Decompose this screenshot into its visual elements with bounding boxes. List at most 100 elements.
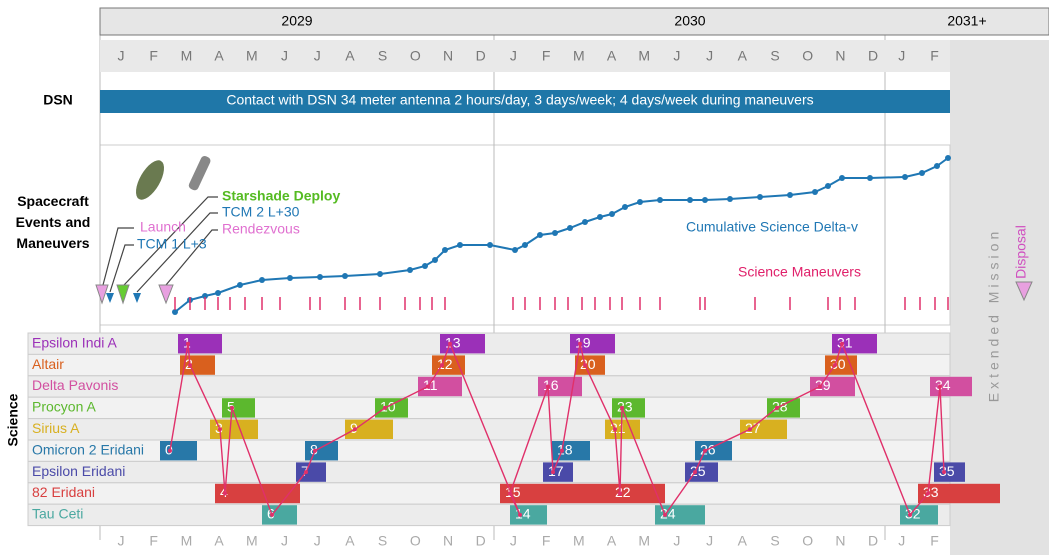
delta-v-point [287,275,293,281]
delta-v-point [702,197,708,203]
science-row [27,353,951,377]
tcm2-label: TCM 2 L+30 [222,204,300,220]
observation-block [575,355,605,375]
delta-v-point [582,219,588,225]
science-row [27,396,951,420]
slew-point [313,448,317,453]
delta-v-point [839,175,845,181]
slew-point [560,448,564,453]
observation-block [345,419,393,439]
slew-point [223,491,227,496]
month-label: O [410,48,421,64]
target-label: Tau Ceti [32,506,83,522]
month-label: J [281,48,288,64]
delta-v-point [919,170,925,176]
delta-v-point [487,242,493,248]
delta-v-point [342,273,348,279]
observation-block [918,483,1000,504]
slew-point [440,363,444,368]
target-label: Omicron 2 Eridani [32,441,144,457]
month-label: J [706,48,713,64]
slew-point [304,470,308,475]
delta-v-point [867,175,873,181]
year-label: 2031+ [947,13,986,29]
tcm1-marker [106,293,114,303]
block-label: 17 [548,463,564,479]
maneuvers-label: Science Maneuvers [738,264,861,280]
month-label: J [898,48,905,64]
extended-label: Extended Mission [986,228,1002,403]
block-label: 33 [923,484,939,500]
slew-point [448,341,452,346]
month-label: F [542,48,551,64]
deploy-label: Starshade Deploy [222,188,340,204]
observation-block [740,419,787,439]
month-label-bottom: J [314,533,321,549]
block-label: 35 [939,463,955,479]
slew-point [188,363,192,368]
delta-v-point [172,309,178,315]
month-band [100,40,950,72]
observation-block [605,419,640,439]
slew-point [551,470,555,475]
delta-v-point [457,242,463,248]
month-label: J [314,48,321,64]
observation-block [655,505,705,525]
delta-v-point [237,282,243,288]
science-label: Science [5,393,21,446]
science-row [27,460,951,484]
observation-block [215,483,300,504]
slew-point [218,427,222,432]
observation-block [695,441,732,461]
observation-block [552,441,590,461]
target-label: Delta Pavonis [32,377,118,393]
delta-v-point [202,293,208,299]
month-label: M [246,48,258,64]
events-label-text: Spacecraft Events and Maneuvers [16,193,91,251]
month-label: M [573,48,585,64]
delta-v-point [825,183,831,189]
month-label-bottom: A [738,533,748,549]
month-label-bottom: J [706,533,713,549]
observation-block [160,441,197,461]
slew-point [186,341,190,346]
month-label: J [673,48,680,64]
delta-v-point [902,174,908,180]
month-label: D [476,48,486,64]
block-label: 24 [660,506,676,522]
slew-point [546,384,550,389]
delta-v-point [512,247,518,253]
delta-v-point [757,194,763,200]
slew-point [383,405,387,410]
month-label-bottom: D [868,533,878,549]
delta-v-point [215,290,221,296]
month-label-bottom: A [345,533,355,549]
rendezvous-marker [158,284,174,305]
extended-region [950,40,1049,555]
observation-block [900,505,938,525]
month-label: D [868,48,878,64]
slew-point [618,491,622,496]
disposal-label: Disposal [1013,225,1029,279]
science-row [27,332,951,355]
slew-point [703,448,707,453]
slew-point [578,341,582,346]
slew-point [508,491,512,496]
block-label: 29 [815,377,831,393]
block-label: 14 [515,506,531,522]
observation-block [767,398,800,418]
month-label-bottom: A [214,533,224,549]
year-label: 2029 [281,13,312,29]
month-label-bottom: O [802,533,813,549]
month-label-bottom: S [770,533,779,549]
slew-point [926,491,930,496]
month-label: A [345,48,355,64]
observation-block [418,376,462,397]
delta-v-point [567,225,573,231]
delta-v-point [407,267,413,273]
dsn-bar [100,90,950,113]
month-label: S [378,48,387,64]
slew-point [663,512,667,517]
block-label: 31 [837,334,853,350]
spacecraft-icon [136,156,211,200]
